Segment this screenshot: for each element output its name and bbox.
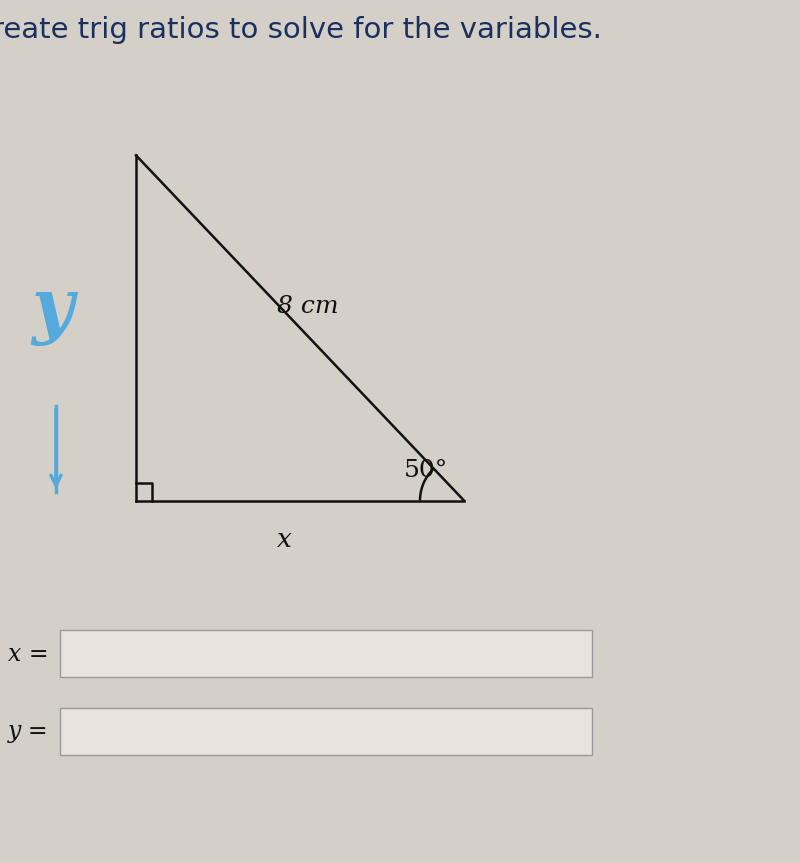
Text: x: x <box>277 527 291 551</box>
Text: 50°: 50° <box>404 459 448 482</box>
Text: y: y <box>31 275 73 346</box>
Text: reate trig ratios to solve for the variables.: reate trig ratios to solve for the varia… <box>0 16 602 44</box>
Text: y =: y = <box>8 721 49 743</box>
FancyBboxPatch shape <box>60 708 592 755</box>
Text: x =: x = <box>8 643 49 665</box>
Text: 8 cm: 8 cm <box>277 295 339 318</box>
FancyBboxPatch shape <box>60 630 592 677</box>
